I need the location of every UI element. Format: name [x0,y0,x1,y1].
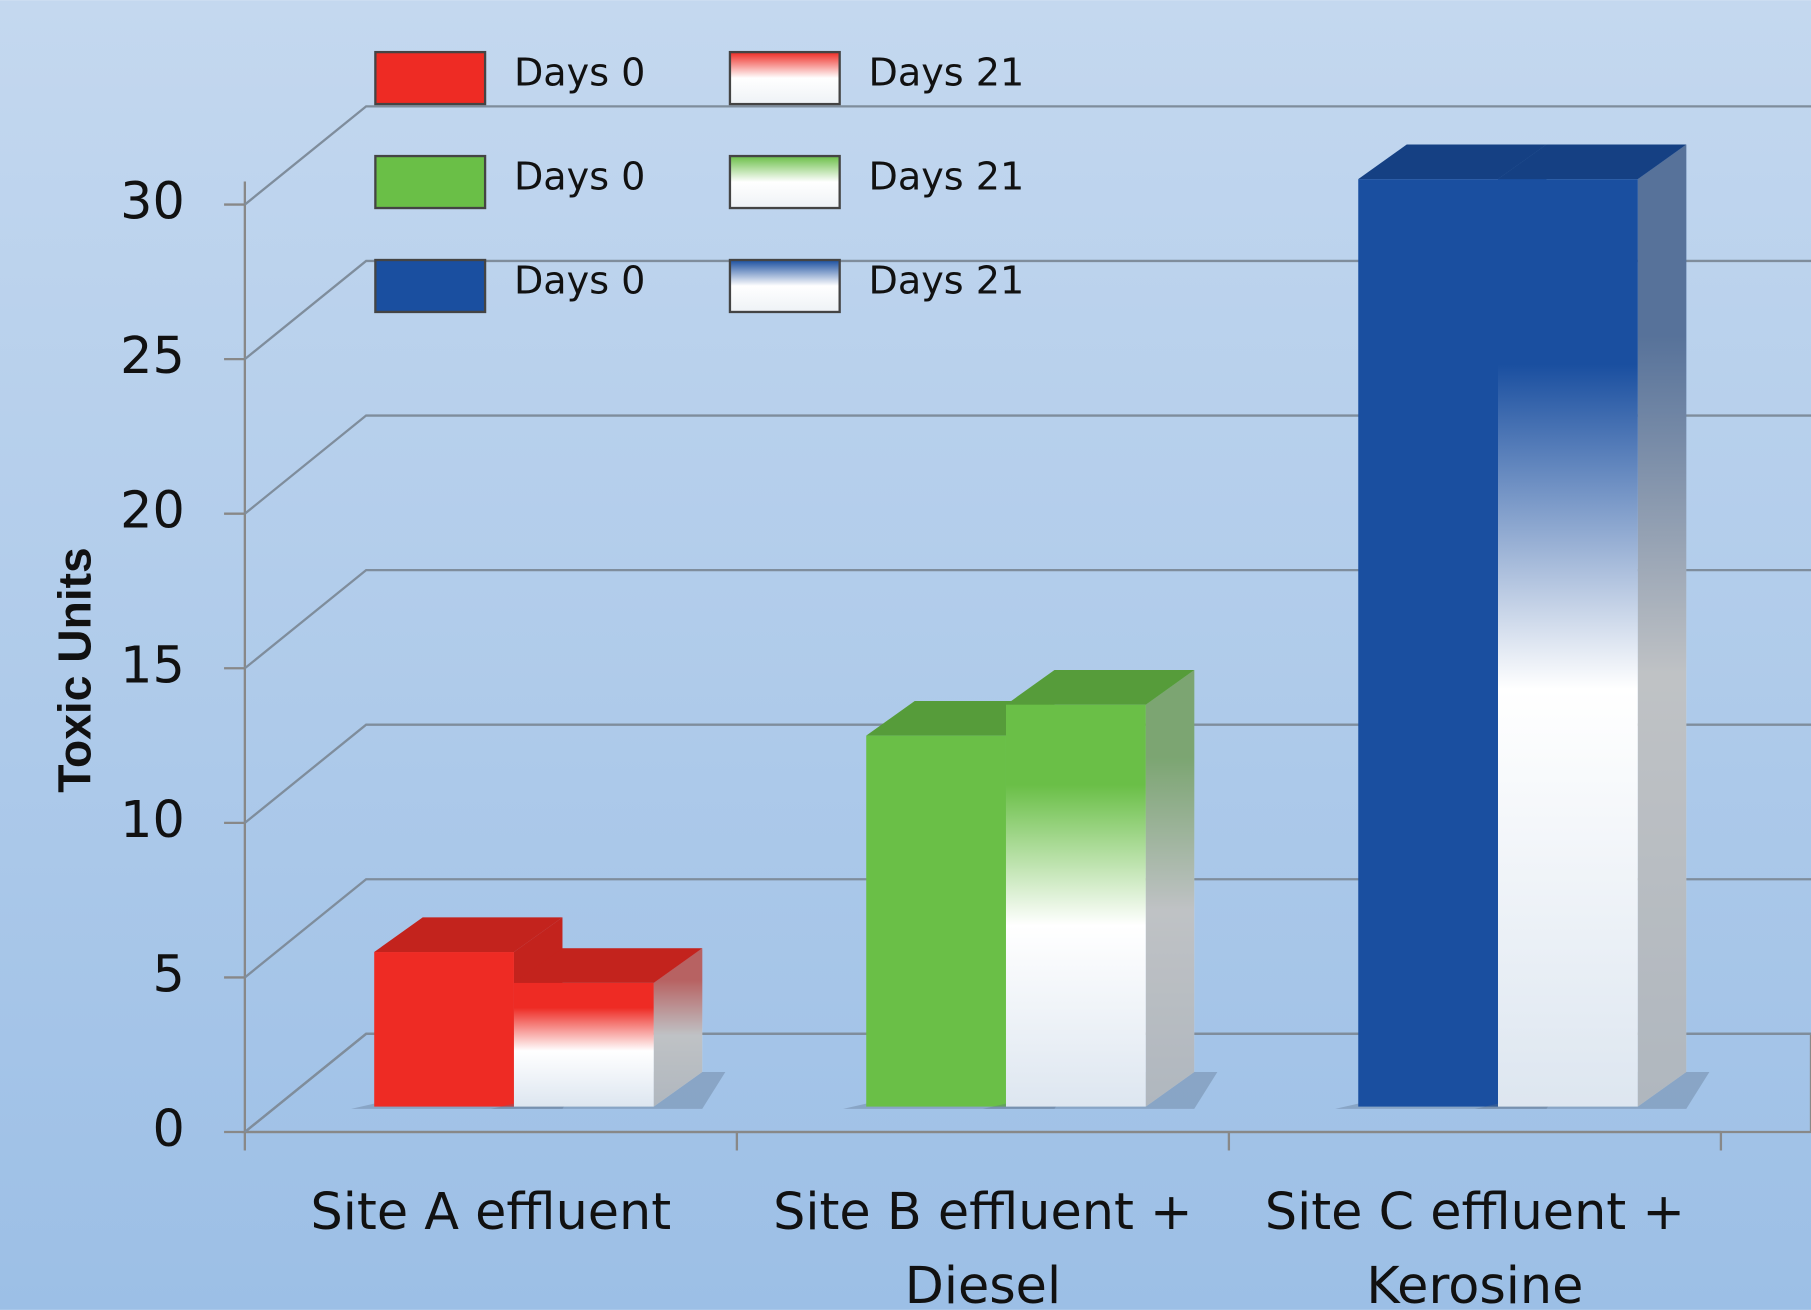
y-tick-label: 5 [152,944,184,1003]
bar-top [1005,670,1195,705]
x-tick-label: Site A effluent [310,1182,672,1242]
bar-side-shade [1145,670,1195,1107]
grid-line [244,568,1811,670]
grid-line [244,1032,1811,1133]
legend-swatch [728,50,841,106]
legend-label: Days 21 [869,259,1025,303]
bar [1005,704,1146,1107]
bar-top-shade [1358,144,1547,180]
bar-side-shade [1637,144,1687,1107]
y-tick-label: 30 [120,172,185,231]
bar [513,982,654,1107]
bar [1358,179,1499,1107]
y-tick-label: 25 [120,326,185,385]
grid-line [244,723,1811,824]
legend-label: Days 0 [514,51,645,95]
legend-label: Days 0 [514,259,645,303]
bar-top [513,948,703,983]
legend-label: Days 21 [869,155,1025,199]
bar-top-shade [513,948,703,983]
bar-side-shade [653,948,703,1107]
x-tick-label-box: Site A effluent [310,1182,672,1242]
legend-label: Days 21 [869,51,1025,95]
y-tick-label: 0 [152,1099,184,1158]
y-axis-title: Toxic Units [49,547,101,793]
grid-line [244,878,1811,979]
bar-top-shade [374,917,563,953]
bar-top [1358,144,1547,180]
x-tick-label: Site C effluent + Kerosine [1264,1182,1685,1310]
bar-top [374,917,563,953]
x-tick-label-box: Site B effluent + Diesel [773,1182,1193,1310]
grid-line [244,259,1811,361]
grid-line [244,105,1811,206]
y-tick-label: 10 [120,790,185,849]
legend-swatch [374,154,487,210]
y-tick-label: 15 [120,635,185,694]
grid-line [244,414,1811,515]
bar [866,735,1006,1107]
legend-swatch [728,258,841,314]
legend-swatch [374,50,487,106]
bar [1498,179,1638,1107]
bar [374,952,514,1107]
bar-top-shade [1498,144,1687,180]
legend-label: Days 0 [514,155,645,199]
legend-swatch [374,258,487,314]
legend-swatch [728,154,841,210]
bar-top [1498,144,1687,180]
y-tick-label: 20 [120,481,185,540]
x-tick-label: Site B effluent + Diesel [773,1182,1193,1310]
bar-top-shade [1005,670,1195,705]
x-tick-label-box: Site C effluent + Kerosine [1264,1182,1685,1310]
